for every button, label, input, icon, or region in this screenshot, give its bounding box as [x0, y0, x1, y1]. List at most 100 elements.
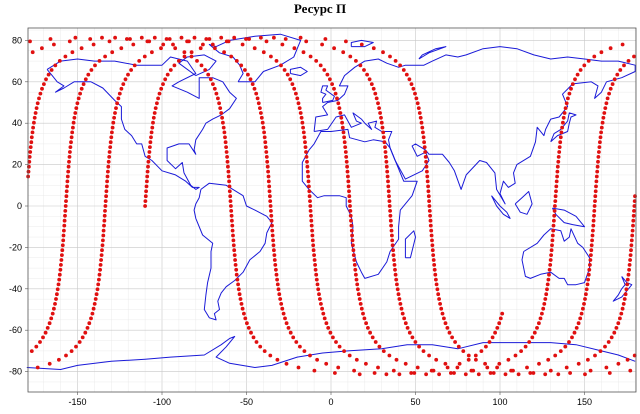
track-point — [278, 297, 283, 301]
track-point — [101, 233, 106, 238]
track-point — [315, 282, 320, 287]
track-point — [632, 54, 636, 59]
track-point — [230, 228, 235, 233]
track-point — [297, 106, 302, 110]
track-point — [594, 184, 598, 189]
track-point — [569, 86, 573, 91]
track-point — [391, 253, 396, 257]
track-point — [98, 263, 103, 267]
track-point — [116, 96, 121, 101]
track-point — [426, 189, 431, 194]
track-point — [62, 223, 67, 228]
track-point — [61, 233, 66, 238]
track-point — [421, 135, 426, 140]
track-point — [313, 263, 317, 267]
track-point — [428, 213, 432, 218]
track-point — [383, 145, 387, 150]
track-point — [392, 263, 397, 267]
track-point — [268, 353, 273, 358]
track-point — [161, 82, 165, 86]
track-point — [400, 311, 405, 316]
track-point — [304, 155, 309, 159]
track-point — [322, 68, 327, 72]
track-point — [182, 54, 187, 59]
track-point — [106, 169, 110, 174]
track-point — [303, 145, 308, 150]
track-point — [64, 199, 68, 204]
track-point — [430, 248, 435, 253]
track-point — [566, 96, 570, 101]
track-point — [279, 63, 283, 68]
track-point — [604, 101, 609, 106]
track-point — [103, 199, 108, 204]
track-point — [263, 145, 268, 150]
track-point — [435, 287, 440, 292]
track-point — [618, 316, 622, 321]
track-point — [342, 135, 346, 140]
coastline-madagascar — [404, 230, 416, 259]
track-point — [485, 365, 490, 370]
track-point — [537, 321, 541, 326]
track-point — [545, 282, 550, 287]
y-tick-label: 60 — [12, 77, 22, 87]
track-point — [283, 316, 287, 321]
track-point — [168, 68, 173, 72]
track-point — [28, 150, 33, 154]
track-point — [380, 125, 385, 130]
track-point — [113, 111, 117, 115]
track-point — [364, 321, 368, 326]
track-point — [298, 344, 302, 349]
track-point — [532, 330, 537, 335]
track-point — [147, 155, 151, 159]
track-point — [551, 228, 556, 233]
track-point — [350, 238, 355, 243]
track-point — [415, 101, 420, 106]
track-point — [108, 140, 113, 145]
track-point — [596, 155, 601, 159]
track-point — [70, 130, 75, 135]
track-point — [379, 115, 383, 120]
track-point — [75, 101, 80, 106]
track-point — [144, 184, 149, 189]
track-point — [232, 35, 237, 40]
track-point — [76, 96, 81, 101]
track-point — [331, 335, 335, 340]
track-point — [548, 263, 553, 267]
track-point — [419, 120, 424, 125]
track-point — [29, 349, 34, 353]
track-point — [63, 213, 67, 218]
track-point — [258, 344, 263, 349]
track-point — [64, 194, 69, 199]
track-point — [230, 218, 234, 223]
track-point — [378, 111, 382, 115]
track-point — [89, 68, 94, 72]
track-point — [463, 372, 468, 377]
track-point — [457, 361, 462, 366]
track-point — [301, 130, 306, 135]
track-point — [585, 282, 590, 287]
track-point — [548, 368, 553, 373]
track-point — [433, 272, 438, 277]
track-point — [224, 150, 229, 154]
track-point — [258, 106, 262, 110]
track-point — [261, 125, 266, 130]
track-point — [341, 130, 346, 135]
track-point — [269, 54, 273, 59]
track-point — [220, 115, 225, 120]
track-point — [570, 335, 574, 340]
track-point — [155, 101, 159, 106]
track-point — [374, 96, 379, 101]
track-point — [240, 42, 245, 47]
track-point — [570, 82, 575, 86]
track-point — [142, 54, 147, 59]
track-point — [60, 243, 65, 248]
track-point — [301, 50, 306, 55]
track-point — [97, 277, 101, 282]
track-point — [445, 326, 450, 330]
track-point — [226, 164, 230, 169]
coastline-uk — [320, 85, 335, 103]
track-point — [607, 371, 612, 375]
track-point — [555, 174, 559, 179]
track-point — [37, 96, 41, 101]
track-point — [34, 106, 39, 110]
